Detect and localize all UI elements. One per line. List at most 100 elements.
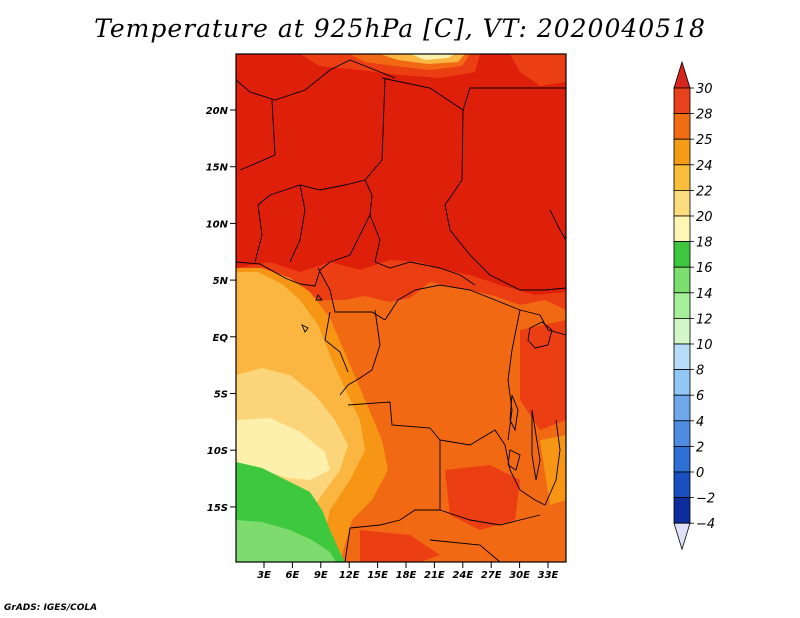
border-line [439,509,541,526]
colorbar-swatch [673,394,691,422]
field-east-28 [520,320,566,430]
border-line [257,77,386,206]
lon-label: 24E [452,570,473,581]
border-line [347,401,441,529]
lon-label: 18E [396,570,417,581]
colorbar-label: 20 [696,210,713,225]
colorbar-swatch [673,317,691,345]
longitude-axis: 3E 6E 9E 12E 15E 18E 21E 24E 27E 30E 33E [257,562,559,581]
field-sw-14 [236,520,336,562]
colorbar-swatch [673,292,691,319]
border-line [369,214,476,286]
map-frame [235,53,567,563]
lon-label: 3E [257,570,271,581]
colorbar-label: −4 [696,517,715,532]
colorbar-swatch [673,343,691,371]
border-line [507,309,521,441]
colorbar-swatch [673,215,691,243]
colorbar-label: 14 [696,287,713,302]
colorbar-swatch [673,164,691,191]
colorbar-swatch [673,266,691,294]
chart-title: Temperature at 925hPa [C], VT: 202004051… [94,14,706,43]
field-south-28b [360,530,440,562]
colorbar-label: 8 [696,364,704,379]
colorbar-label: 28 [696,108,713,123]
country-borders [236,59,566,562]
colorbar-label: 25 [696,133,713,148]
lon-label: 12E [339,570,360,581]
colorbar-swatch [673,113,691,140]
lat-label: 20N [206,106,229,117]
colorbar-swatch [673,420,691,447]
field-south-28a [445,465,520,530]
latitude-axis: 20N 15N 10N 5N EQ 5S 10S 15S [206,106,236,514]
lat-label: EQ [213,333,229,344]
colorbar-label: 6 [696,389,704,404]
field-north-cool4 [410,54,455,60]
border-line [239,99,276,171]
colorbar-label: 22 [696,184,713,199]
lake-outline [531,409,541,481]
credit-text: GrADS: IGES/COLA [4,603,98,613]
colorbar-swatch [673,497,691,524]
border-line [289,184,306,263]
colorbar-label: 18 [696,236,713,251]
lon-label: 9E [314,570,328,581]
lon-label: 6E [286,570,300,581]
border-line [462,87,566,111]
border-line [429,539,501,562]
colorbar-swatch [673,87,691,115]
lat-label: 15N [206,163,229,174]
lake-outline [509,394,519,432]
colorbar-label: 4 [696,415,704,430]
lake-outline [527,321,553,349]
lon-label: 30E [509,570,530,581]
border-line [544,419,561,506]
coastline [315,294,323,301]
border-line [317,267,386,321]
field-west-18 [236,418,330,480]
colorbar-bottom-arrow [673,522,691,551]
border-line [236,59,396,101]
colorbar-label: 30 [696,82,713,97]
lon-label: 33E [538,570,559,581]
lake-outline [507,449,521,471]
lat-label: 5N [213,276,229,287]
colorbar-swatch [673,471,691,499]
temperature-field [236,54,566,562]
lat-label: 10S [207,446,228,457]
coastline [236,261,331,287]
border-line [339,309,381,396]
coastline [301,324,309,333]
border-line [539,314,566,336]
lon-label: 21E [424,570,445,581]
lat-label: 10N [206,219,229,230]
colorbar-label: −2 [696,492,715,507]
colorbar-label: 16 [696,261,713,276]
colorbar-swatch [673,369,691,396]
colorbar-swatch [673,241,691,268]
colorbar-swatch [673,189,691,217]
lon-label: 27E [481,570,502,581]
border-line [329,179,373,263]
colorbar-label: 24 [696,159,713,174]
border-line [344,527,351,562]
lat-label: 5S [214,390,228,401]
border-line [439,429,546,506]
border-line [381,77,566,291]
lat-label: 15S [207,503,228,514]
colorbar-swatch [673,138,691,166]
colorbar-label: 2 [696,440,704,455]
colorbar-label: 12 [696,312,713,327]
colorbar-top-arrow [673,60,691,89]
border-line [254,204,263,263]
border-line [384,284,541,321]
border-line [549,209,566,241]
colorbar-label: 0 [696,466,704,481]
border-line [324,311,349,373]
colorbar-swatch [673,445,691,473]
colorbar-label: 10 [696,338,713,353]
field-ne-patch [510,54,566,86]
